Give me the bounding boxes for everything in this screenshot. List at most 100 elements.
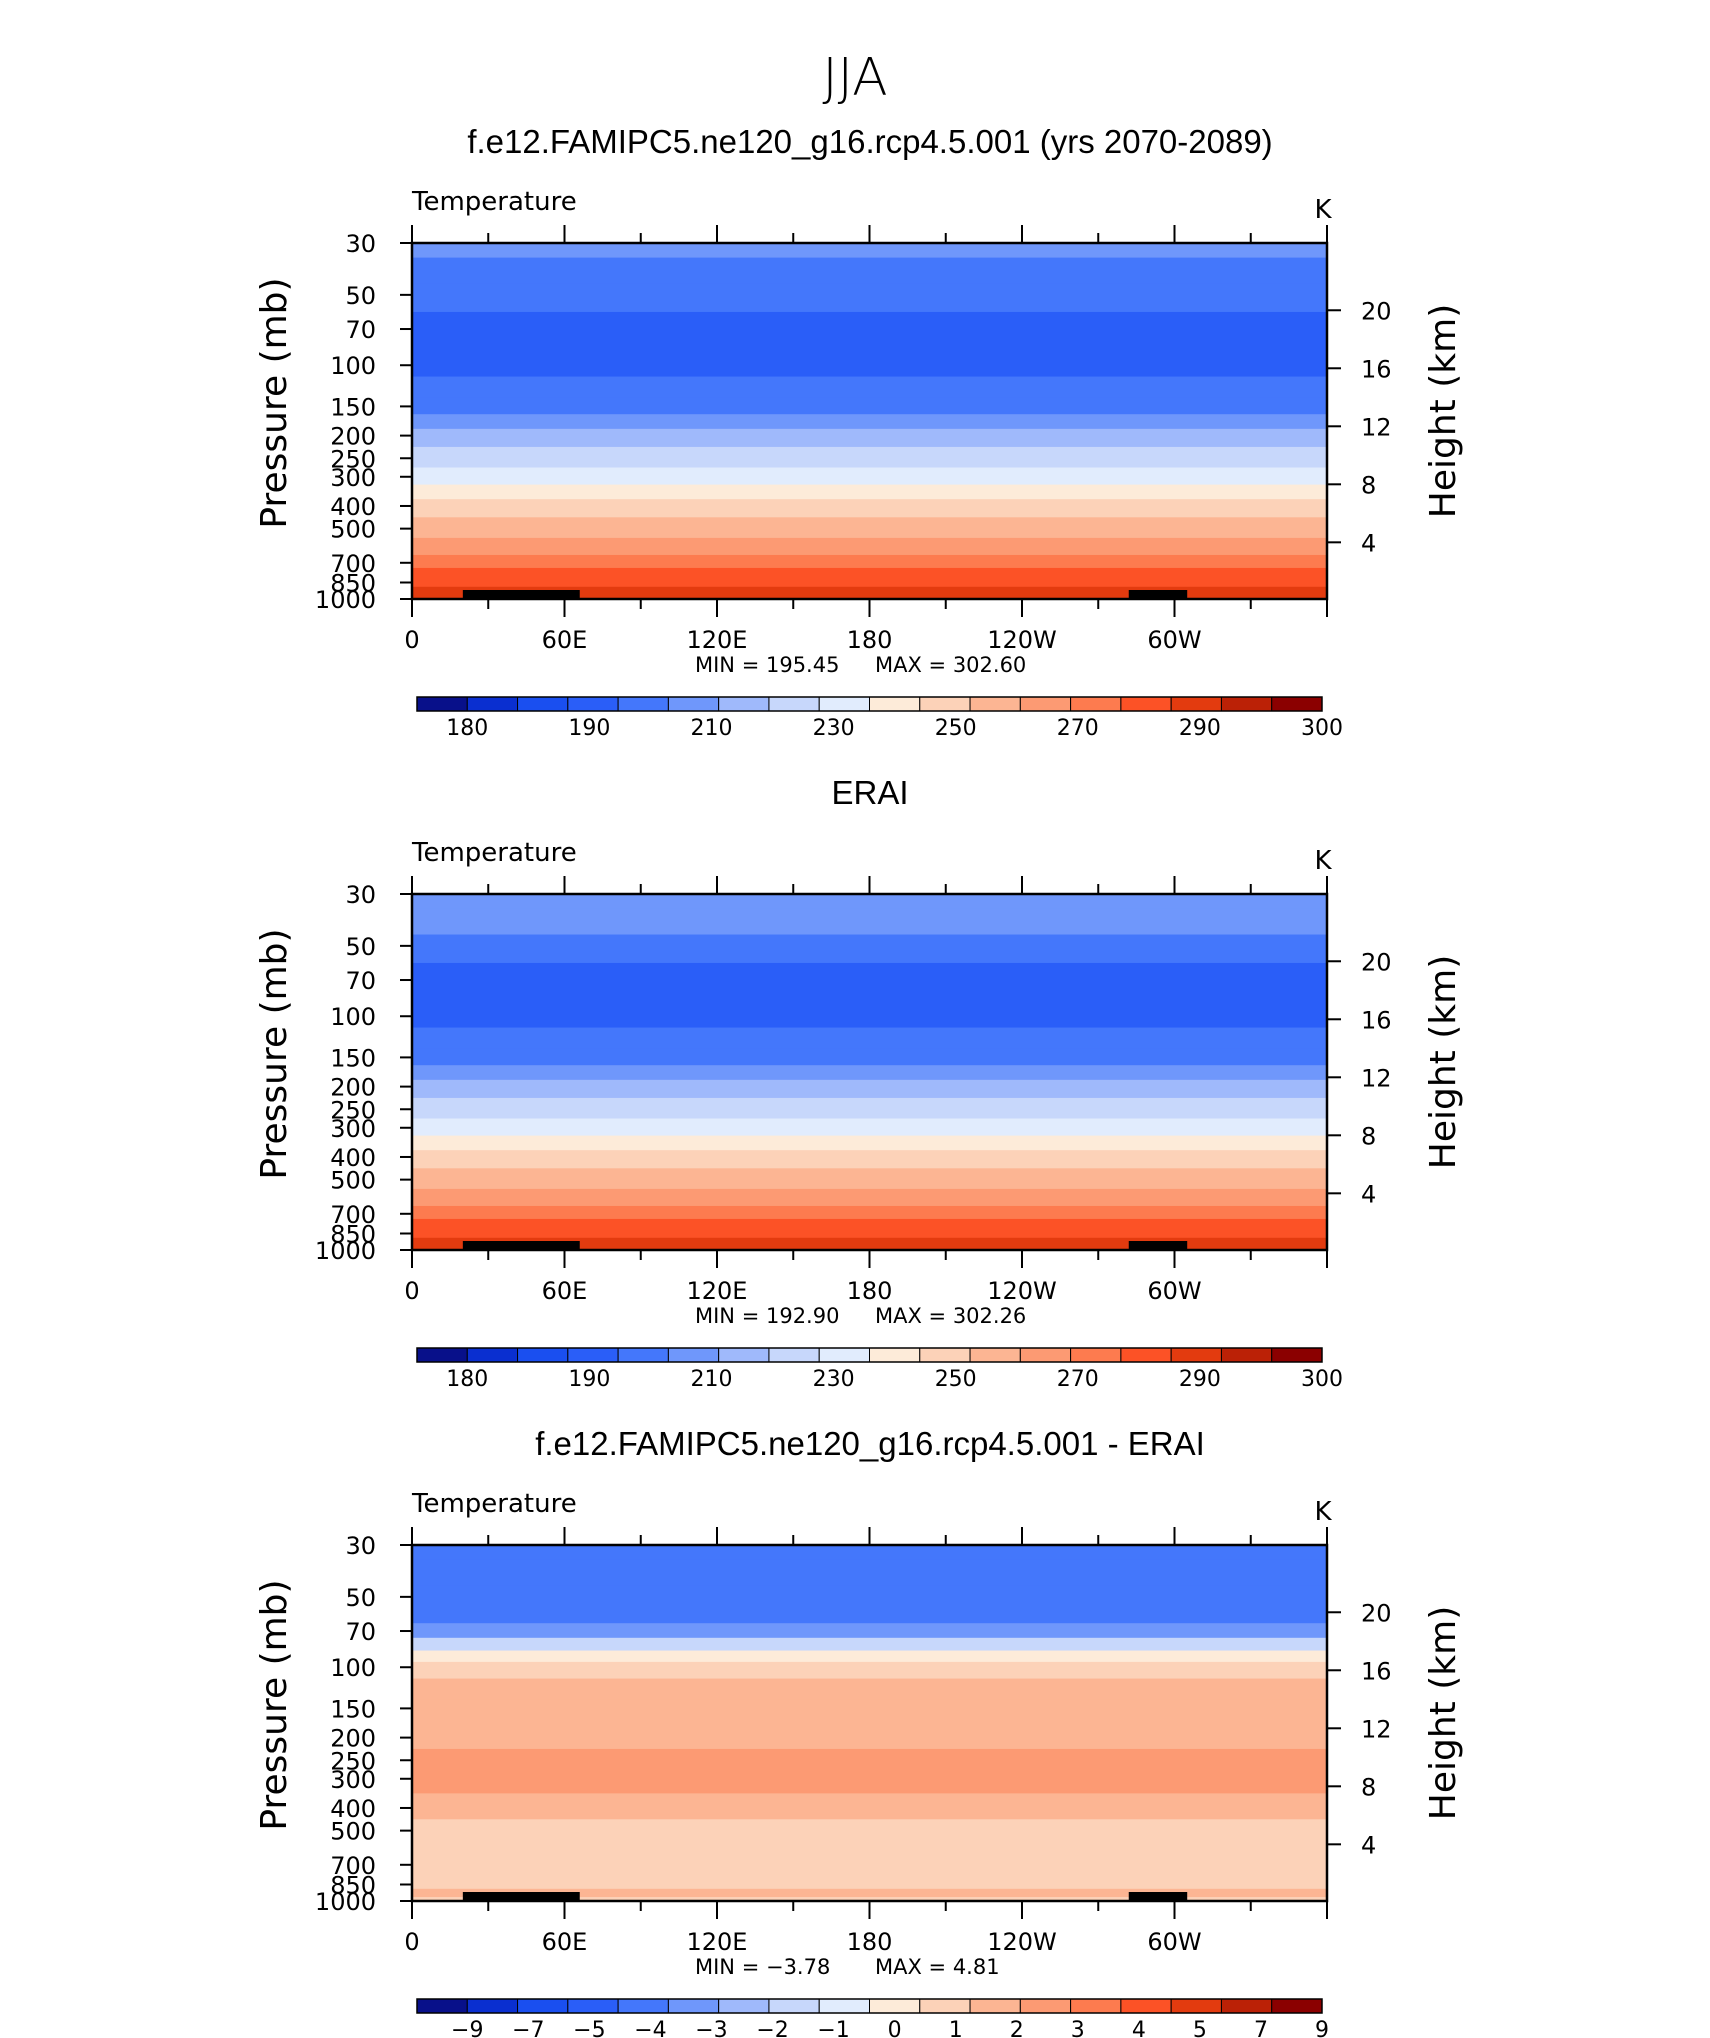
- figure-title: JJA: [822, 48, 887, 108]
- contour-band: [412, 376, 1327, 398]
- x-tick-label: 120W: [987, 626, 1057, 654]
- x-tick-label: 120W: [987, 1277, 1057, 1305]
- x-tick-label: 60W: [1147, 1928, 1201, 1956]
- y-tick-label: 100: [330, 1003, 376, 1031]
- colorbar-swatch: [667, 1998, 720, 2014]
- contour-band: [412, 1897, 1327, 1902]
- min-label: MIN = 192.90: [695, 1304, 839, 1328]
- contour-band: [412, 1559, 1327, 1587]
- y-tick-label: 700: [330, 1201, 376, 1229]
- colorbar-swatch: [1220, 1998, 1273, 2014]
- colorbar-swatch: [1271, 1998, 1323, 2014]
- colorbar-swatch: [1220, 1347, 1273, 1363]
- colorbar-swatch: [869, 1347, 921, 1363]
- colorbar-tick-label: 270: [1057, 1367, 1099, 1392]
- contour-band: [412, 1027, 1327, 1049]
- chart-panel-3: f.e12.FAMIPC5.ne120_g16.rcp4.5.001 - ERA…: [254, 1425, 1464, 2038]
- y-axis-title-right: Height (km): [1423, 1606, 1464, 1820]
- colorbar-swatch: [517, 1998, 569, 2014]
- colorbar-swatch: [768, 696, 820, 712]
- contour-band: [412, 1065, 1327, 1081]
- colorbar-swatch: [969, 1998, 1021, 2014]
- y-tick-label-right: 16: [1361, 355, 1392, 383]
- contour-band: [412, 1606, 1327, 1624]
- y-tick-label: 50: [345, 282, 376, 310]
- x-tick-label: 60E: [542, 1277, 588, 1305]
- y-tick-label: 70: [345, 316, 376, 344]
- y-tick-label-right: 8: [1361, 471, 1376, 499]
- colorbar-tick-label: 250: [935, 716, 977, 741]
- contour-band: [412, 484, 1327, 500]
- x-tick-label: 0: [404, 1277, 419, 1305]
- contour-band: [412, 428, 1327, 448]
- colorbar-tick-label: 0: [888, 2018, 902, 2038]
- land-bar: [462, 590, 580, 599]
- contour-band: [412, 1097, 1327, 1120]
- colorbar-swatch: [567, 1347, 619, 1363]
- y-tick-label-right: 4: [1361, 1831, 1376, 1859]
- y-tick-label: 850: [330, 1221, 376, 1249]
- contour-band: [412, 1678, 1327, 1700]
- colorbar-tick-label: 7: [1254, 2018, 1268, 2038]
- units-label: K: [1314, 1497, 1332, 1527]
- contour-band: [412, 1079, 1327, 1099]
- contour-band: [412, 347, 1327, 378]
- y-tick-label-right: 20: [1361, 1599, 1392, 1627]
- contour-band: [412, 567, 1327, 579]
- colorbar-tick-label: 180: [446, 716, 488, 741]
- y-tick-label-right: 12: [1361, 1064, 1392, 1092]
- contour-band: [412, 1874, 1327, 1890]
- colorbar-swatch: [466, 696, 519, 712]
- y-tick-label-right: 12: [1361, 1715, 1392, 1743]
- contour-band: [412, 446, 1327, 469]
- y-tick-label: 70: [345, 1618, 376, 1646]
- land-bar: [1128, 1241, 1188, 1250]
- colorbar-swatch: [466, 1347, 519, 1363]
- y-axis-title-left: Pressure (mb): [254, 277, 295, 528]
- contour-band: [412, 1699, 1327, 1724]
- colorbar-swatch: [1120, 1998, 1172, 2014]
- colorbar-tick-label: −4: [634, 2018, 666, 2038]
- contour-band: [412, 1793, 1327, 1820]
- y-tick-label: 700: [330, 550, 376, 578]
- colorbar-tick-label: 180: [446, 1367, 488, 1392]
- colorbar-tick-label: 300: [1301, 716, 1343, 741]
- chart-panel-1: f.e12.FAMIPC5.ne120_g16.rcp4.5.001 (yrs …: [254, 123, 1464, 741]
- panel-title: f.e12.FAMIPC5.ne120_g16.rcp4.5.001 - ERA…: [535, 1425, 1205, 1462]
- colorbar-swatch: [416, 696, 468, 712]
- colorbar-swatch: [969, 696, 1021, 712]
- contour-band: [412, 586, 1327, 596]
- colorbar-tick-label: 230: [813, 1367, 855, 1392]
- colorbar-swatch: [1170, 696, 1222, 712]
- contour-band: [412, 283, 1327, 313]
- contour-band: [412, 1237, 1327, 1247]
- x-tick-label: 180: [847, 1928, 893, 1956]
- y-tick-label-right: 20: [1361, 948, 1392, 976]
- colorbar-tick-label: 290: [1179, 716, 1221, 741]
- contour-band: [412, 1637, 1327, 1652]
- contour-band: [412, 414, 1327, 430]
- colorbar-swatch: [919, 1347, 971, 1363]
- max-label: MAX = 4.81: [875, 1955, 1000, 1979]
- contour-band: [412, 397, 1327, 415]
- units-label: K: [1314, 846, 1332, 876]
- y-tick-label: 1000: [315, 586, 376, 614]
- contour-band: [412, 467, 1327, 486]
- y-tick-label: 100: [330, 352, 376, 380]
- contour-band: [412, 243, 1327, 259]
- x-tick-label: 60E: [542, 1928, 588, 1956]
- contour-band: [412, 1723, 1327, 1750]
- contour-band: [412, 517, 1327, 539]
- y-tick-label: 30: [345, 230, 376, 258]
- min-label: MIN = −3.78: [695, 1955, 830, 1979]
- y-tick-label-right: 4: [1361, 529, 1376, 557]
- contour-band: [412, 1661, 1327, 1680]
- y-tick-label: 250: [330, 1747, 376, 1775]
- colorbar-swatch: [617, 1347, 669, 1363]
- contour-band: [412, 1205, 1327, 1220]
- colorbar-tick-label: 4: [1132, 2018, 1146, 2038]
- y-tick-label: 1000: [315, 1888, 376, 1916]
- colorbar-tick-label: 250: [935, 1367, 977, 1392]
- max-label: MAX = 302.60: [875, 653, 1026, 677]
- land-bar: [1128, 590, 1188, 599]
